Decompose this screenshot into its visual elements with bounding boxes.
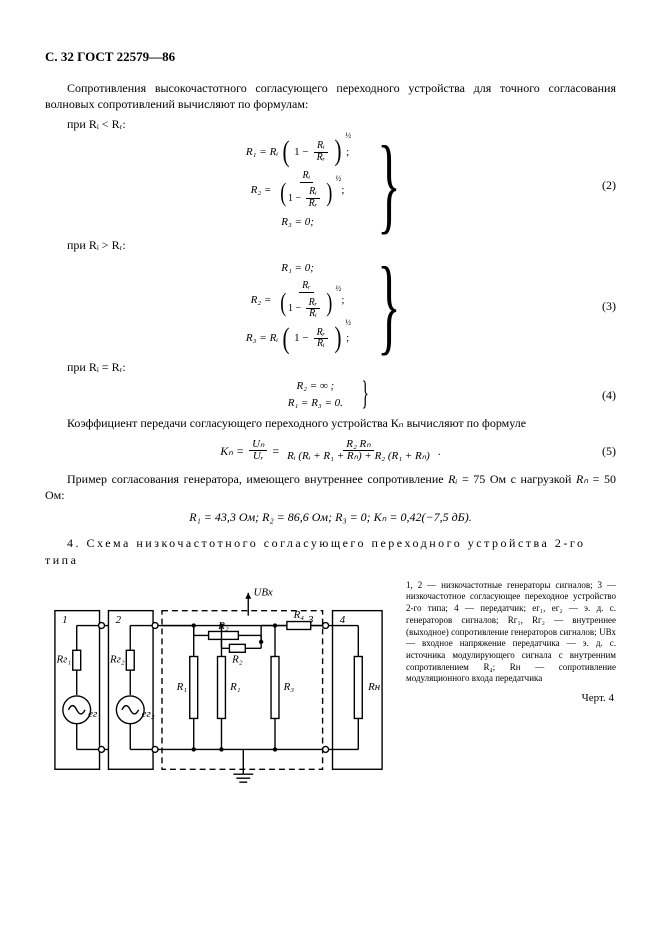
condition-3: при Rᵢ = Rᵣ: bbox=[45, 359, 616, 375]
equation-number-2: (2) bbox=[602, 177, 616, 193]
brace-icon: } bbox=[377, 257, 400, 354]
svg-text:UВх: UВх bbox=[254, 586, 273, 598]
paragraph-1: Сопротивления высокочастотного согласующ… bbox=[45, 80, 616, 112]
figure-row: 1Rг₁eг₁2Rг₂eг₂3R₁R₁R₂R₂R₃R₄UВх4Rн 1, 2 —… bbox=[45, 580, 616, 790]
svg-text:R₁: R₁ bbox=[229, 681, 241, 693]
svg-text:1: 1 bbox=[62, 614, 67, 626]
svg-text:4: 4 bbox=[340, 614, 346, 626]
svg-text:eг₂: eг₂ bbox=[142, 708, 155, 720]
equation-number-4: (4) bbox=[602, 387, 616, 403]
paragraph-3: Пример согласования генератора, имеющего… bbox=[45, 471, 616, 503]
equation-5: Кₙ = UₙUᵣ = R₂ RₙRᵢ (Rᵢ + R₁ + Rₙ) + R₂ … bbox=[45, 439, 616, 463]
svg-text:R₄: R₄ bbox=[293, 609, 305, 621]
brace-icon: } bbox=[361, 379, 368, 410]
svg-text:Rг₂: Rг₂ bbox=[109, 653, 125, 665]
equation-number-3: (3) bbox=[602, 298, 616, 314]
figure-number: Черт. 4 bbox=[392, 691, 616, 706]
paragraph-2: Коэффициент передачи согласующего перехо… bbox=[45, 415, 616, 431]
equation-3: R₁ = 0; R₂ = Rᵣ (1 − RᵣRᵢ )½ ; bbox=[45, 257, 616, 354]
equation-2: R₁ = Rᵢ ( 1 − RᵢRᵣ )½ ; R₂ = Rᵢ (1 − bbox=[45, 136, 616, 233]
equation-4: R₂ = ∞ ; R₁ = R₃ = 0. } (4) bbox=[45, 379, 616, 411]
page-header: С. 32 ГОСТ 22579—86 bbox=[45, 48, 616, 66]
svg-text:R₂: R₂ bbox=[217, 620, 229, 632]
example-line: R₁ = 43,3 Ом; R₂ = 86,6 Ом; R₃ = 0; Кₙ =… bbox=[45, 509, 616, 525]
condition-1: при Rᵢ < Rᵣ: bbox=[45, 116, 616, 132]
svg-text:eг₁: eг₁ bbox=[88, 708, 101, 720]
svg-text:Rг₁: Rг₁ bbox=[55, 653, 71, 665]
svg-text:2: 2 bbox=[116, 614, 122, 626]
section-4-title: 4. Схема низкочастотного согласующего пе… bbox=[45, 535, 616, 567]
svg-text:R₁: R₁ bbox=[176, 681, 188, 693]
svg-text:Rн: Rн bbox=[367, 681, 380, 693]
equation-number-5: (5) bbox=[602, 443, 616, 459]
page: С. 32 ГОСТ 22579—86 Сопротивления высоко… bbox=[0, 0, 661, 936]
schematic-diagram: 1Rг₁eг₁2Rг₂eг₂3R₁R₁R₂R₂R₃R₄UВх4Rн bbox=[45, 580, 392, 790]
svg-text:R₃: R₃ bbox=[283, 681, 295, 693]
brace-icon: } bbox=[377, 136, 400, 233]
condition-2: при Rᵢ > Rᵣ: bbox=[45, 237, 616, 253]
figure-caption: 1, 2 — низкочастотные генераторы сигнало… bbox=[392, 580, 616, 685]
svg-text:R₂: R₂ bbox=[231, 653, 243, 665]
